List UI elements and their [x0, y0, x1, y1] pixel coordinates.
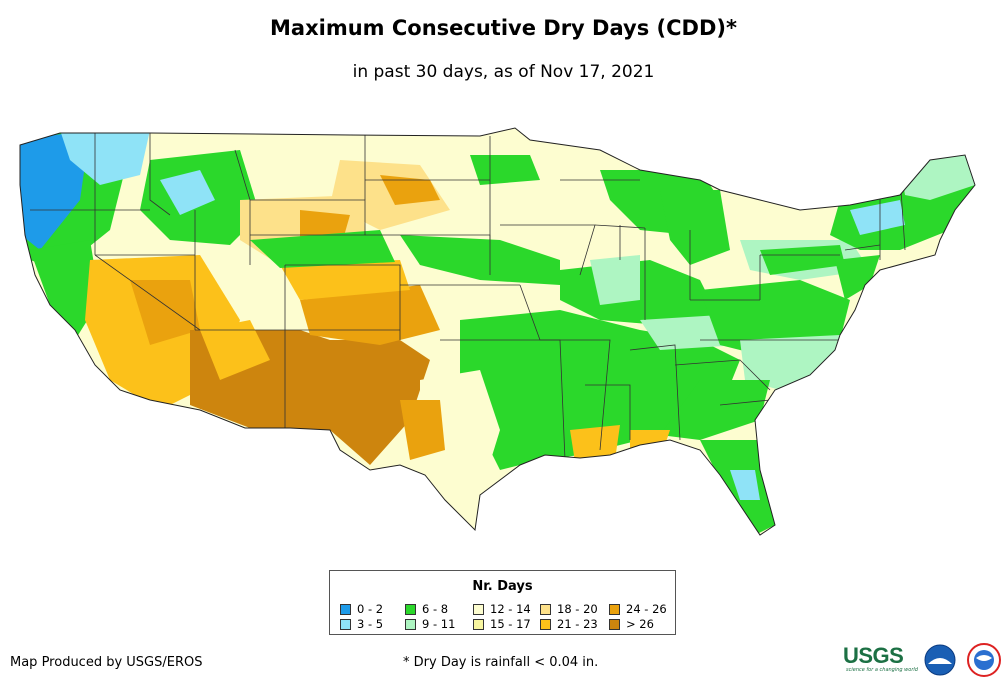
agency-logos [924, 643, 1001, 677]
usgs-tagline: science for a changing world [846, 667, 918, 673]
legend-label: 9 - 11 [422, 617, 456, 631]
legend-swatch [405, 604, 416, 615]
map-title: Maximum Consecutive Dry Days (CDD)* [270, 16, 737, 40]
legend-swatch [540, 619, 551, 630]
legend-item: 3 - 5 [340, 617, 383, 631]
legend-swatch [473, 619, 484, 630]
legend-label: 6 - 8 [422, 602, 449, 616]
legend-title: Nr. Days [472, 579, 533, 594]
legend-label: > 26 [626, 617, 654, 631]
legend-swatch [340, 619, 351, 630]
legend-item: 24 - 26 [609, 602, 667, 616]
legend-swatch [609, 604, 620, 615]
legend-item: 18 - 20 [540, 602, 598, 616]
credit-text: Map Produced by USGS/EROS [10, 655, 203, 670]
legend-swatch [405, 619, 416, 630]
legend-item: 0 - 2 [340, 602, 383, 616]
legend-swatch [340, 604, 351, 615]
legend-item: 6 - 8 [405, 602, 448, 616]
usgs-logo: USGS [843, 643, 904, 668]
legend-label: 12 - 14 [490, 602, 531, 616]
nws-cloud-icon [976, 655, 992, 661]
legend-item: 21 - 23 [540, 617, 598, 631]
legend-swatch [473, 604, 484, 615]
legend-label: 18 - 20 [557, 602, 598, 616]
us-dry-days-map [19, 127, 976, 536]
legend-label: 21 - 23 [557, 617, 598, 631]
legend-item: 15 - 17 [473, 617, 531, 631]
legend-label: 24 - 26 [626, 602, 667, 616]
legend-item: 9 - 11 [405, 617, 455, 631]
legend-label: 15 - 17 [490, 617, 531, 631]
legend-item: 12 - 14 [473, 602, 531, 616]
legend-label: 3 - 5 [357, 617, 384, 631]
map-subtitle: in past 30 days, as of Nov 17, 2021 [352, 62, 655, 82]
state-borders [30, 133, 906, 461]
noaa-wave-icon [928, 658, 952, 664]
legend-swatch [540, 604, 551, 615]
legend-item: > 26 [609, 617, 654, 631]
us-outline [19, 127, 976, 536]
legend-swatch [609, 619, 620, 630]
legend-label: 0 - 2 [357, 602, 384, 616]
footnote-text: * Dry Day is rainfall < 0.04 in. [403, 655, 599, 670]
